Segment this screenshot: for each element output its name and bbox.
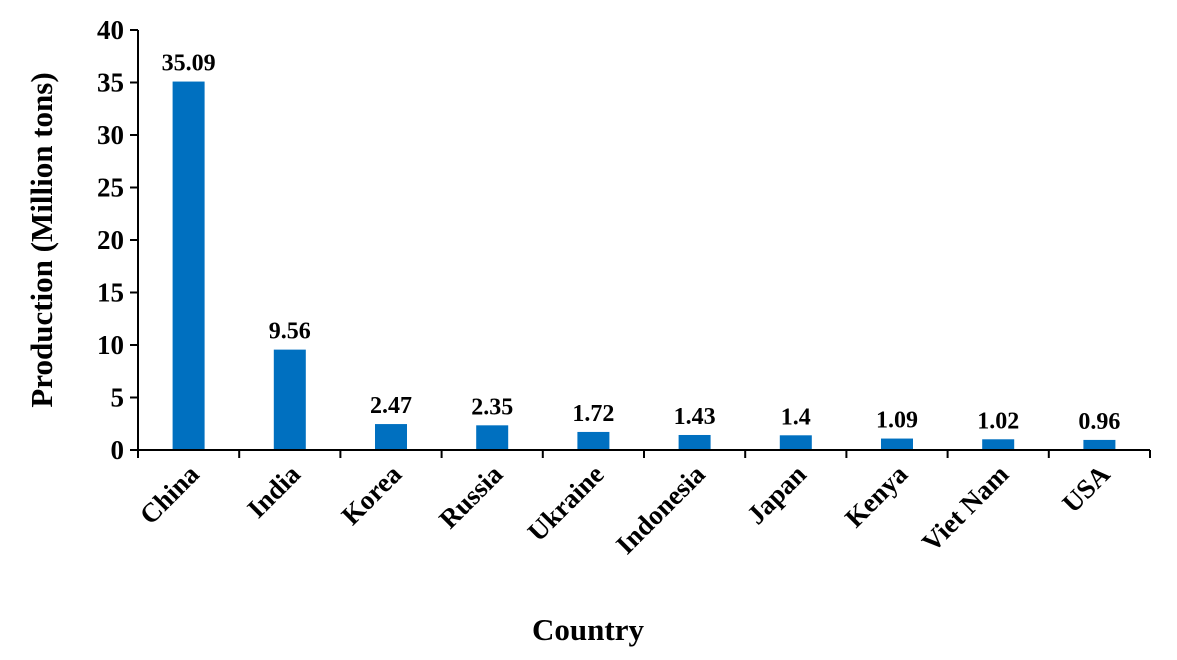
- data-label: 1.43: [674, 404, 716, 430]
- y-tick-label: 10: [97, 330, 124, 360]
- y-ticks-group: 0 5 10 15 20 25 30 35 40: [97, 15, 138, 465]
- x-tick-label: USA: [1056, 459, 1116, 519]
- x-tick-label: Indonesia: [610, 459, 711, 560]
- y-tick-label: 5: [111, 383, 125, 413]
- y-axis-title: Production (Million tons): [24, 72, 59, 407]
- bar-viet-nam: [982, 439, 1015, 450]
- y-tick-label: 35: [97, 68, 124, 98]
- x-tick-label: Japan: [741, 459, 812, 530]
- bar-ukraine: [577, 431, 610, 450]
- data-labels-group: 35.09 9.56 2.47 2.35 1.72 1.43 1.4 1.09 1.02 0.96: [162, 51, 1121, 435]
- bars-group: [172, 81, 1116, 451]
- x-tick-label: Ukraine: [522, 459, 610, 547]
- bar-indonesia: [678, 434, 711, 450]
- x-tick-label: Viet Nam: [916, 459, 1015, 558]
- x-tick-label: Russia: [433, 459, 509, 535]
- bar-kenya: [881, 438, 913, 450]
- y-tick-label: 0: [111, 435, 125, 465]
- y-tick-label: 25: [97, 173, 124, 203]
- data-label: 2.47: [370, 393, 412, 419]
- data-label: 1.72: [572, 401, 614, 427]
- y-tick-label: 30: [97, 120, 124, 150]
- data-label: 1.4: [781, 404, 811, 430]
- x-tick-label: China: [134, 459, 205, 530]
- bar-korea: [375, 424, 407, 450]
- x-tick-label: Korea: [335, 459, 407, 531]
- data-label: 0.96: [1078, 409, 1120, 435]
- data-label: 1.09: [876, 408, 918, 434]
- x-tick-label: India: [241, 459, 306, 524]
- x-axis-title: Country: [532, 612, 644, 647]
- bar-usa: [1083, 439, 1116, 450]
- data-label: 1.02: [977, 408, 1019, 434]
- x-tick-label: Kenya: [839, 459, 914, 534]
- bar-china: [172, 81, 205, 451]
- y-tick-label: 40: [97, 15, 124, 45]
- data-label: 2.35: [471, 394, 513, 420]
- bar-russia: [476, 425, 509, 450]
- bar-india: [273, 349, 306, 450]
- x-ticks-group: China India Korea Russia Ukraine Indonesia Jap…: [134, 450, 1151, 560]
- y-tick-label: 20: [97, 225, 124, 255]
- data-label: 9.56: [269, 319, 311, 345]
- y-tick-label: 15: [97, 278, 124, 308]
- bar-japan: [779, 435, 812, 450]
- data-label: 35.09: [162, 51, 216, 77]
